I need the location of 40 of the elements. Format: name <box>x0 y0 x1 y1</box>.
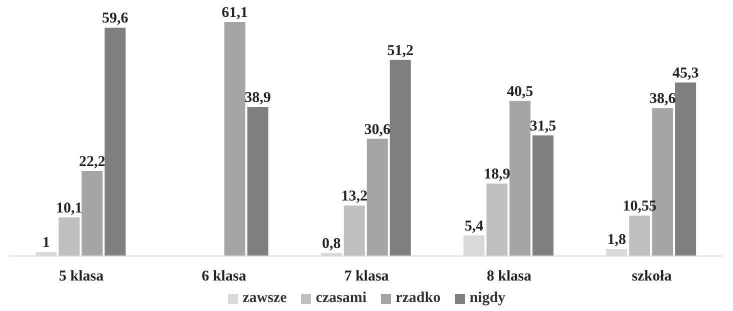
data-label: 59,6 <box>102 10 129 27</box>
legend-label: zawsze <box>242 290 287 307</box>
data-label: 1 <box>42 235 50 252</box>
bar <box>82 170 103 256</box>
bar <box>486 184 508 256</box>
data-label: 18,9 <box>484 166 510 183</box>
data-label: 10,1 <box>56 200 82 216</box>
data-label: 1,8 <box>607 232 626 248</box>
data-label: 61,1 <box>222 5 248 21</box>
data-label: 31,5 <box>530 118 556 134</box>
bar <box>366 138 388 256</box>
bar <box>247 107 268 256</box>
data-label: 10,55 <box>622 198 656 215</box>
x-tick-label: 5 klasa <box>58 268 104 285</box>
data-label: 40,5 <box>506 84 534 100</box>
x-tick-label: 7 klasa <box>344 268 390 285</box>
x-tick-label: 6 klasa <box>202 268 247 285</box>
x-tick-label: szkoła <box>632 268 672 285</box>
bar <box>629 216 650 256</box>
data-label: 38,9 <box>244 90 271 106</box>
bar <box>532 135 554 256</box>
data-label: 22,2 <box>79 154 106 170</box>
bar <box>509 100 530 256</box>
legend-label: rzadko <box>394 290 441 307</box>
data-label: 30,6 <box>364 122 391 138</box>
bar <box>104 28 126 256</box>
legend-label: czasami <box>314 290 367 307</box>
bar <box>224 22 246 256</box>
data-label: 0,8 <box>322 236 341 252</box>
data-label: 38,6 <box>649 91 676 108</box>
data-label: 51,2 <box>387 42 414 59</box>
data-label: 45,3 <box>672 66 699 82</box>
bar <box>390 60 411 256</box>
x-tick-label: 8 klasa <box>486 268 532 285</box>
bar <box>344 205 365 256</box>
legend-label: nigdy <box>468 290 506 307</box>
bar <box>675 82 696 256</box>
data-label: 5,4 <box>464 218 484 234</box>
data-label: 13,2 <box>341 188 368 204</box>
bar <box>58 217 80 256</box>
